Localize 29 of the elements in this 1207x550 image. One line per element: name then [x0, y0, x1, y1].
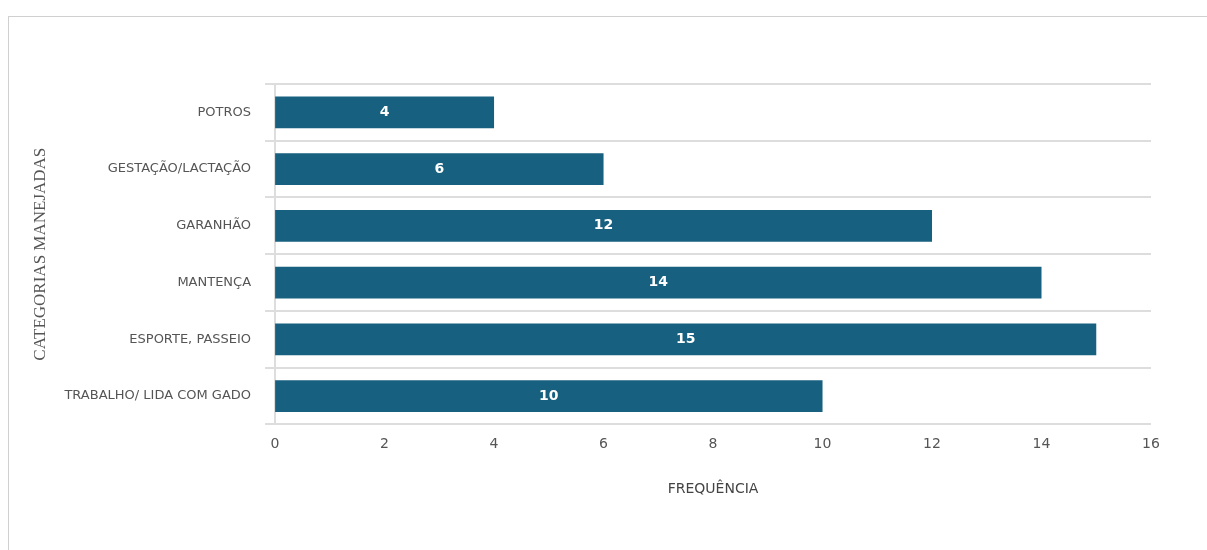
x-tick-label: 14	[1032, 435, 1051, 452]
x-tick-label: 8	[708, 435, 718, 452]
x-tick-label: 16	[1142, 435, 1160, 452]
y-tick-label: ESPORTE, PASSEIO	[129, 330, 252, 346]
x-tick-label: 4	[489, 435, 499, 452]
bar	[275, 209, 933, 242]
y-tick-label: POTROS	[197, 103, 252, 119]
bar	[275, 380, 823, 412]
bar	[275, 323, 1097, 356]
data-label: 6	[434, 159, 445, 176]
data-label: 4	[379, 103, 390, 120]
bar	[275, 266, 1042, 299]
y-tick-label: GESTAÇÃO/LACTAÇÃO	[107, 160, 252, 176]
y-axis-title: CATEGORIAS MANEJADAS	[29, 147, 49, 361]
data-label: 14	[648, 273, 669, 290]
y-tick-label: GARANHÃO	[176, 217, 252, 233]
x-tick-label: 12	[923, 435, 941, 452]
x-tick-label: 10	[813, 435, 832, 452]
y-tick-label: MANTENÇA	[177, 273, 252, 289]
data-label: 15	[675, 329, 696, 346]
x-tick-label: 0	[270, 435, 280, 452]
bar	[275, 96, 495, 129]
data-label: 12	[593, 216, 614, 233]
y-tick-label: TRABALHO/ LIDA COM GADO	[63, 387, 252, 403]
bar	[275, 153, 604, 185]
data-label: 10	[539, 386, 559, 403]
x-tick-label: 2	[380, 435, 390, 452]
x-axis-title: FREQUÊNCIA	[667, 479, 759, 497]
x-tick-label: 6	[599, 435, 609, 452]
